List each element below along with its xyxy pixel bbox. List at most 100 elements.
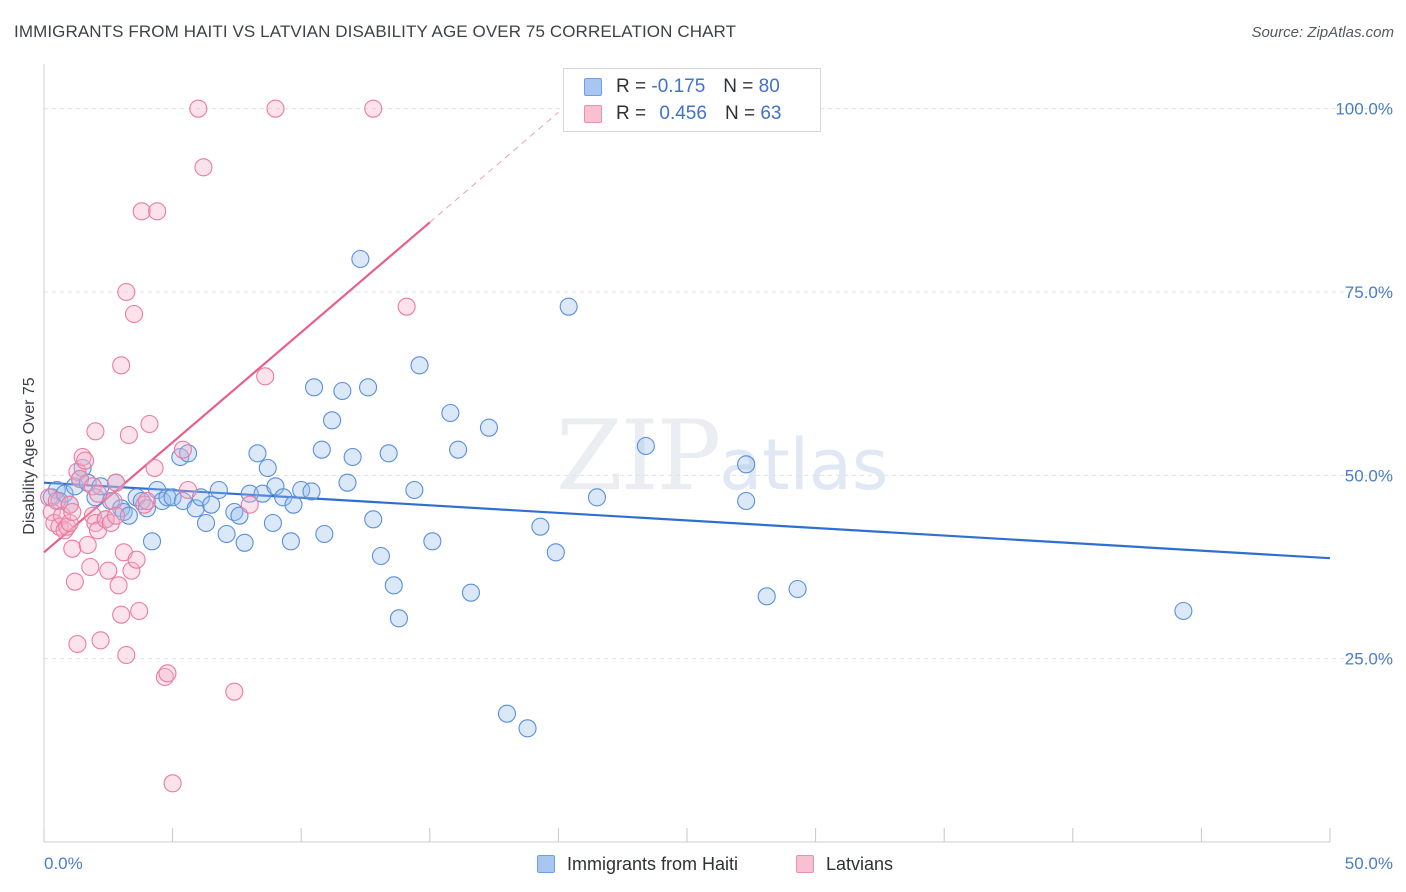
legend-n-label: N =: [724, 103, 756, 124]
haiti-point: [235, 533, 254, 552]
haiti-point: [405, 480, 424, 500]
latvian-point: [104, 491, 123, 511]
latvian-point: [266, 99, 285, 118]
latvian-point: [60, 495, 79, 514]
haiti-point: [423, 532, 442, 551]
haiti-point: [186, 499, 205, 518]
haiti-point: [359, 378, 378, 397]
trend-lines: [43, 111, 1331, 560]
haiti-point: [55, 484, 74, 503]
haiti-point: [531, 517, 550, 536]
haiti-point: [281, 532, 300, 551]
latvian-point: [106, 473, 126, 492]
latvian-point: [63, 539, 82, 558]
latvian-point: [112, 356, 131, 375]
y-axis-label: Disability Age Over 75: [21, 377, 38, 535]
haiti-point: [142, 532, 162, 551]
latvian-point: [225, 682, 244, 701]
latvian-point: [397, 297, 416, 316]
y-tick-label: 25.0%: [1345, 650, 1393, 669]
latvian-point: [76, 451, 95, 470]
latvian-point: [148, 202, 167, 221]
latvian-point: [364, 99, 383, 118]
haiti-point: [312, 440, 331, 459]
haiti-point: [263, 513, 282, 533]
haiti-point: [91, 477, 110, 496]
latvian-trend-extension: [429, 111, 559, 223]
y-tick-label: 50.0%: [1345, 466, 1393, 485]
haiti-point: [217, 524, 236, 544]
correlation-legend: R = -0.175 N = 80 R = 0.456 N = 63: [563, 68, 821, 132]
legend-n-value-haiti: 80: [758, 76, 780, 97]
y-tick-label: 75.0%: [1345, 283, 1393, 302]
legend-n-value-latvians: 63: [760, 103, 782, 124]
haiti-point: [343, 447, 362, 467]
latvian-point: [140, 414, 159, 434]
legend-row-latvians: R = 0.456 N = 63: [584, 102, 781, 126]
haiti-point: [302, 482, 321, 501]
haiti-point: [248, 444, 267, 463]
bottom-legend-label-haiti: Immigrants from Haiti: [567, 853, 739, 874]
legend-swatch-haiti: [584, 78, 602, 96]
latvian-point: [106, 506, 126, 525]
haiti-point: [737, 491, 756, 511]
haiti-point: [148, 480, 167, 500]
latvian-point: [112, 605, 131, 624]
chart-title: IMMIGRANTS FROM HAITI VS LATVIAN DISABIL…: [14, 22, 737, 41]
bottom-legend-haiti: Immigrants from Haiti: [537, 852, 738, 876]
latvian-point: [178, 480, 198, 500]
haiti-point: [410, 356, 429, 375]
latvian-point: [91, 631, 110, 650]
data-points: [40, 99, 1193, 793]
haiti-point: [163, 488, 182, 507]
watermark-zip: ZIP: [556, 400, 721, 512]
legend-r-value-haiti: -0.175: [651, 76, 706, 97]
latvian-point: [78, 535, 97, 555]
latvian-point: [127, 550, 146, 569]
tick-labels: 25.0% 50.0% 75.0% 100.0% 0.0% 50.0% Disability…: [21, 100, 1393, 873]
latvian-point: [124, 304, 144, 324]
haiti-point: [389, 609, 408, 628]
latvian-point: [60, 513, 79, 533]
haiti-point: [1174, 601, 1193, 621]
haiti-point: [333, 381, 352, 401]
latvian-point: [86, 513, 105, 533]
haiti-point: [351, 249, 370, 269]
haiti-point: [371, 546, 390, 566]
haiti-point: [379, 444, 398, 463]
latvian-point: [81, 557, 100, 577]
haiti-point: [497, 704, 517, 723]
bottom-legend-label-latvians: Latvians: [826, 853, 894, 874]
latvian-point: [163, 774, 182, 793]
haiti-point: [202, 495, 221, 514]
x-tick-label: 0.0%: [44, 854, 83, 873]
haiti-point: [158, 488, 177, 507]
haiti-point: [119, 506, 138, 525]
latvian-point: [99, 561, 118, 580]
latvian-point: [194, 158, 213, 177]
bottom-legend-swatch-haiti: [537, 855, 555, 873]
haiti-point: [737, 455, 756, 474]
latvian-point: [130, 601, 149, 621]
latvian-point: [86, 422, 105, 441]
haiti-point: [384, 576, 403, 595]
haiti-point: [323, 411, 342, 430]
bottom-legend-swatch-latvians: [796, 855, 814, 873]
latvian-point: [117, 282, 136, 302]
latvian-point: [63, 502, 82, 522]
latvian-point: [117, 645, 136, 665]
haiti-point: [338, 473, 357, 492]
zipatlas-watermark: ZIPatlas: [556, 400, 888, 512]
haiti-point: [209, 480, 228, 500]
latvian-trend-line: [43, 221, 431, 554]
latvian-point: [42, 502, 61, 522]
legend-swatch-latvians: [584, 105, 602, 123]
latvian-point: [88, 484, 108, 503]
latvian-point: [240, 495, 259, 514]
latvian-point: [68, 634, 87, 654]
haiti-point: [196, 513, 216, 533]
legend-row-haiti: R = -0.175 N = 80: [584, 75, 780, 99]
bottom-legend-latvians: Latvians: [796, 852, 893, 876]
latvian-point: [122, 561, 141, 580]
